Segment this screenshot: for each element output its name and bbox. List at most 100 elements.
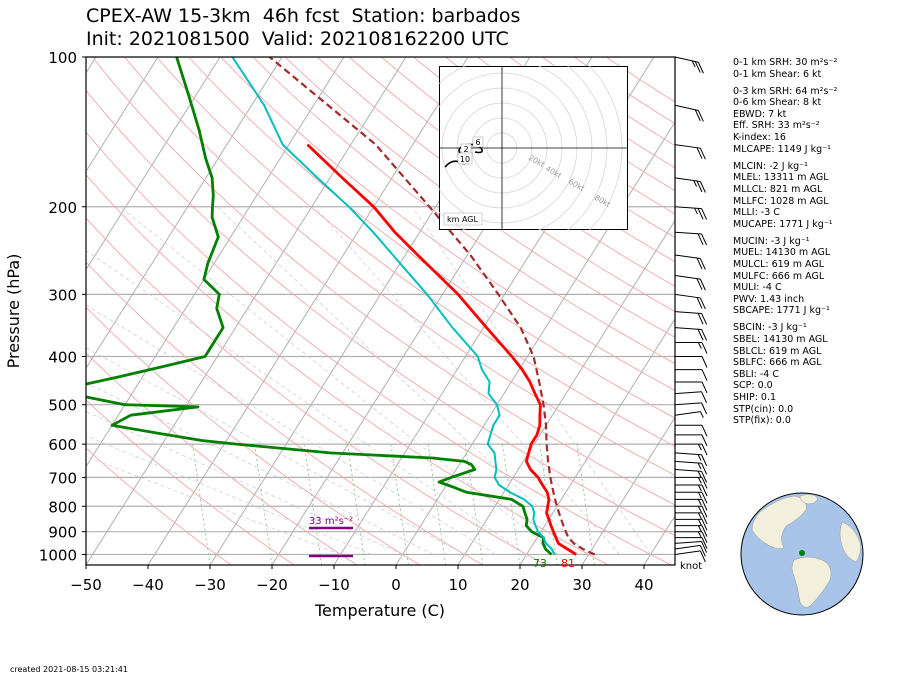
wind-barb-flag: [697, 62, 704, 74]
wind-barb-staff: [674, 541, 702, 544]
wind-barb: [675, 356, 708, 368]
wind-barb-flag: [697, 313, 704, 325]
globe-land-africa: [839, 521, 861, 563]
dry-adiabat: [349, 57, 675, 287]
param-line: SBCAPE: 1771 J kg⁻¹: [733, 305, 830, 317]
moist-adiabat: [119, 206, 558, 555]
wind-barb-flag: [701, 356, 708, 368]
wind-barb-flag: [701, 499, 708, 511]
mixing-ratio-line: [576, 444, 595, 565]
hodograph: 2 6 1 10 20kt 40kt 60kt 80kt km AGL: [439, 66, 628, 230]
wind-barb: [675, 434, 708, 447]
globe-land-south-america: [791, 556, 832, 608]
dry-adiabat: [86, 217, 546, 565]
mixing-ratio-line: [347, 444, 366, 565]
y-tick-label-600: 600: [48, 436, 77, 454]
isotherm--60: [86, 57, 345, 468]
wind-barb: [675, 476, 708, 489]
wind-barb: [675, 424, 708, 437]
y-tick-label-100: 100: [48, 49, 77, 67]
wind-barb-flag: [701, 329, 708, 341]
param-line: 0-1 km Shear: 6 kt: [733, 68, 822, 80]
wind-barb-staff: [674, 402, 702, 406]
wind-barb-flag: [699, 278, 706, 291]
wind-barb-flag: [701, 531, 708, 543]
wind-barb-flag: [701, 402, 708, 415]
wind-barb-flag: [701, 454, 708, 466]
moist-adiabat: [86, 411, 403, 555]
wind-barb-flag: [699, 258, 706, 270]
wind-barb-flag: [696, 297, 703, 309]
wind-barb-flag: [701, 463, 708, 475]
wind-barb-flag: [701, 525, 708, 537]
wind-barb: [675, 342, 708, 354]
hodo-km-agl-label: km AGL: [447, 215, 479, 224]
dry-adiabat: [252, 57, 675, 365]
param-line: STP(fix): 0.0: [733, 415, 791, 427]
dry-adiabat: [124, 57, 675, 476]
param-line: MUCIN: -3 J kg⁻¹: [733, 235, 810, 247]
wind-barb-flag: [701, 471, 708, 483]
wind-barb-flag: [701, 369, 708, 381]
wind-barb-flag: [701, 313, 708, 325]
x-tick-label-40: 40: [634, 576, 653, 594]
wind-barb-half-flag: [697, 454, 702, 461]
wind-barb-half-flag: [697, 462, 702, 470]
wind-barb: [674, 275, 706, 291]
wind-barb: [675, 518, 708, 531]
wind-barb-flag: [701, 537, 708, 549]
wind-barb-flag: [697, 329, 704, 341]
chart-title-line2: Init: 2021081500 Valid: 202108162200 UTC: [86, 28, 509, 50]
mixing-ratio-line: [390, 444, 409, 565]
dry-adiabat: [284, 57, 675, 338]
wind-barb-flag: [696, 147, 703, 159]
isotherm--90: [86, 57, 159, 173]
x-tick-label-10: 10: [448, 576, 467, 594]
wind-barb: [674, 144, 706, 160]
moist-adiabat: [86, 435, 372, 555]
x-axis-label: Temperature (C): [314, 601, 445, 620]
wind-barb-flag: [701, 484, 708, 497]
y-axis-label: Pressure (hPa): [4, 254, 23, 369]
wind-barb-flag: [701, 506, 708, 518]
wind-barb-staff: [674, 275, 701, 280]
wind-barb: [674, 231, 708, 246]
param-line: SBCIN: -3 J kg⁻¹: [733, 322, 807, 334]
wind-barb: [675, 531, 708, 543]
wind-barb-half-flag: [697, 470, 702, 478]
mixing-ratio-line: [192, 444, 211, 565]
wind-barb-flag: [699, 297, 706, 310]
mixing-ratio-line: [254, 444, 273, 565]
param-line: SBEL: 14130 m AGL: [733, 334, 828, 346]
mixing-ratio-line: [464, 444, 484, 565]
wind-barb-staff: [674, 144, 701, 149]
wind-barb: [675, 369, 708, 381]
wind-barb-half-flag: [697, 443, 702, 451]
wind-barb-flag: [701, 381, 708, 394]
wind-barb-staff: [674, 411, 701, 416]
param-line: SHIP: 0.1: [733, 392, 777, 404]
wind-barb: [674, 550, 706, 563]
wind-barb-half-flag: [697, 506, 702, 513]
y-tick-label-400: 400: [48, 349, 77, 367]
wind-barb-flag: [701, 233, 708, 246]
dry-adiabat: [86, 399, 295, 565]
surface-dewpoint-label: 73: [533, 557, 547, 570]
wind-barb-flag: [696, 278, 703, 290]
wind-barb-flag: [697, 208, 704, 220]
wind-barb-flag: [701, 434, 708, 447]
station-marker: [799, 550, 805, 556]
mixing-ratio-line: [427, 444, 446, 565]
hodo-height-label-6: 6: [475, 138, 480, 147]
param-line: 0-3 km SRH: 64 m²s⁻²: [733, 85, 838, 97]
param-line: MULCL: 619 m AGL: [733, 259, 825, 270]
dry-adiabat: [220, 57, 675, 391]
param-line: MLCAPE: 1149 J kg⁻¹: [733, 143, 831, 155]
wind-barb-flag: [701, 342, 708, 354]
param-line: 0-6 km Shear: 8 kt: [733, 97, 822, 109]
wind-barb-half-flag: [697, 519, 702, 526]
isotherm--40: [147, 57, 469, 565]
moist-adiabat: [217, 206, 589, 555]
x-tick-label--20: −20: [256, 576, 288, 594]
